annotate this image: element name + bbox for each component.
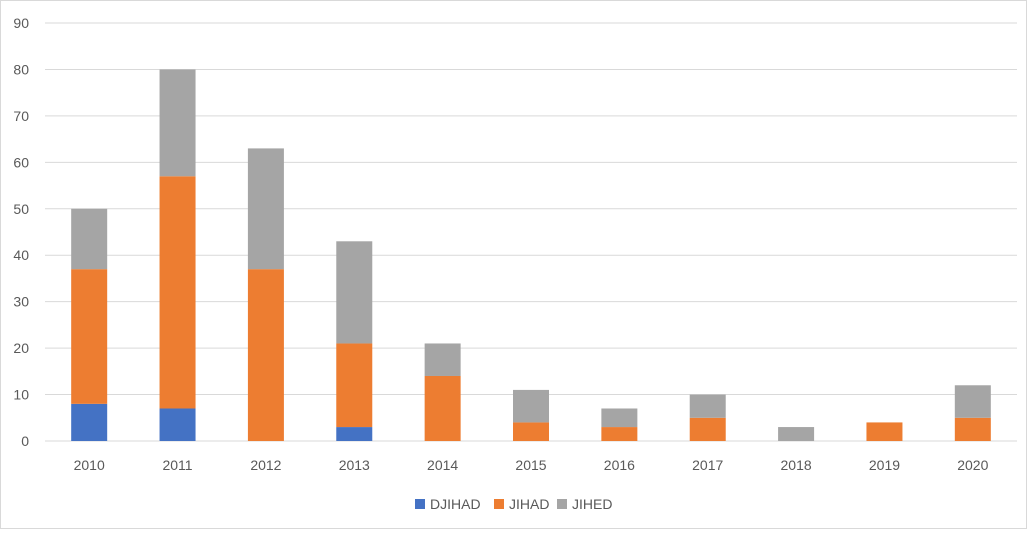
y-tick-label: 50 [13,201,29,217]
x-tick-label: 2019 [869,457,900,473]
x-tick-label: 2015 [515,457,546,473]
legend-label: JIHED [572,496,612,512]
y-tick-label: 80 [13,61,29,77]
legend-label: JIHAD [509,496,549,512]
bar-jihad-2011 [159,176,196,409]
y-tick-label: 0 [21,433,29,449]
y-axis-tick-labels: 0 10 20 30 40 50 60 70 80 90 [13,15,29,449]
bar-jihad-2012 [247,269,284,441]
bar-jihad-2017 [689,417,726,441]
bar-jihed-2010 [71,208,108,270]
bar-jihad-2015 [513,422,549,441]
legend-swatch [557,499,567,509]
x-tick-label: 2017 [692,457,723,473]
bar-jihad-2010 [71,269,108,404]
bar-jihed-2013 [336,241,373,344]
legend-label: DJIHAD [430,496,481,512]
legend-item-jihed: JIHED [557,496,612,512]
bar-jihed-2017 [689,394,726,418]
x-tick-label: 2011 [162,457,192,473]
bar-jihed-2014 [424,343,461,376]
bar-djihad-2013 [336,427,373,441]
bar-jihed-2016 [601,408,638,428]
y-tick-label: 30 [13,294,29,310]
bar-jihed-2020 [954,385,991,418]
legend-swatch [494,499,504,509]
y-tick-label: 10 [13,387,29,403]
x-tick-label: 2010 [74,457,105,473]
x-tick-label: 2018 [781,457,812,473]
y-tick-label: 40 [13,247,29,263]
bar-jihed-2012 [247,148,284,270]
bar-jihad-2019 [866,422,903,441]
y-tick-label: 70 [13,108,29,124]
x-tick-label: 2013 [339,457,370,473]
x-tick-label: 2020 [957,457,988,473]
gridlines [45,22,1017,442]
bar-djihad-2010 [71,403,108,441]
bar-jihed-2018 [778,427,815,441]
bar-jihad-2014 [424,375,461,441]
bar-jihad-2013 [336,343,373,428]
y-tick-label: 60 [13,154,29,170]
bar-djihad-2011 [159,408,196,441]
x-tick-label: 2012 [250,457,281,473]
legend-item-jihad: JIHAD [494,496,549,512]
x-tick-label: 2014 [427,457,458,473]
bar-jihed-2011 [159,69,196,177]
bar-jihed-2015 [513,389,549,423]
y-tick-label: 90 [13,15,29,31]
bar-jihad-2016 [601,427,638,441]
bar-jihad-2020 [954,417,991,441]
x-tick-label: 2016 [604,457,635,473]
y-tick-label: 20 [13,340,29,356]
legend-swatch [415,499,425,509]
x-axis-tick-labels: 2010 2011 2012 2013 2014 2015 2016 2017 2018 2019… [74,457,989,473]
legend-item-djihad: DJIHAD [415,496,481,512]
bars [71,69,991,441]
legend: DJIHAD JIHAD JIHED [415,496,612,512]
